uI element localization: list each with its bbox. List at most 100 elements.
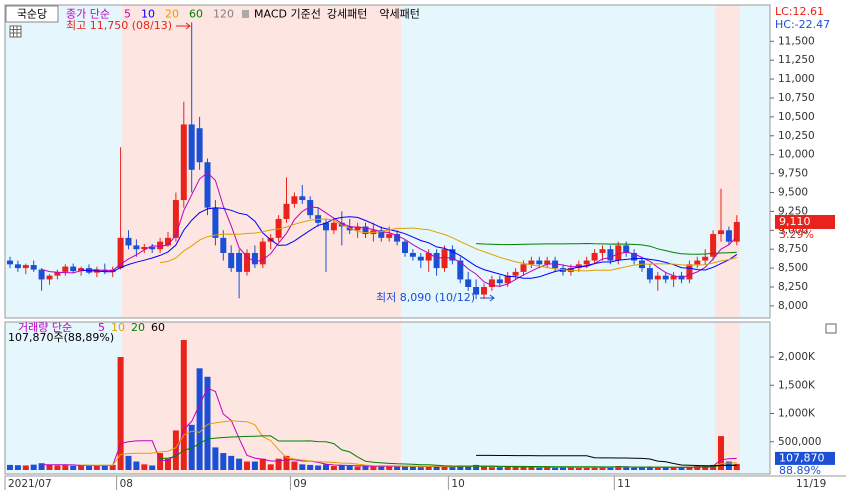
strong-region [122,5,401,318]
volume-bar [291,461,298,470]
candle-body [488,279,495,287]
volume-bar [330,466,337,470]
candle-body [441,249,448,269]
last-volume-box [775,451,835,465]
candle-body [14,264,21,269]
volume-bar [386,466,393,470]
volume-bar [259,458,266,470]
panel-close[interactable] [825,323,837,334]
volume-bar [307,464,314,470]
candle-body [544,260,551,265]
volume-bar [496,467,503,470]
candle-body [220,237,227,253]
date-label: 08 [120,478,133,490]
candle-body [733,221,740,242]
volume-bar [378,465,385,470]
strong-region [122,322,401,474]
ma-legend: 60 [189,8,203,21]
volume-bar [591,466,598,470]
candle-body [38,269,45,280]
volume-bar [267,464,274,470]
volume-info: 107,870주(88,89%) [8,331,114,344]
volume-bar [710,464,717,470]
candle-body [402,241,408,253]
last-volume: 107,870 [779,451,825,464]
high-annotation: 최고 11,750 (08/13) [66,19,172,32]
volume-bar [702,465,709,470]
volume-bar [70,465,77,470]
high-arrow [176,22,191,30]
candle-body [22,265,29,269]
volume-bar [346,466,353,470]
y-tick-label: 10,000 [778,149,815,161]
volume-bar [299,464,306,470]
volume-bar [520,466,527,470]
y-tick-label: 11,500 [778,35,815,47]
candle-body [117,237,124,269]
price-ma-line [41,172,738,287]
candle-body [7,260,13,265]
stock-name-box[interactable] [5,5,59,23]
grid-icon[interactable] [9,25,22,38]
volume-bar [599,467,606,470]
ma-legend: 5 [124,8,131,21]
candle-body [607,249,614,261]
volume-tick-label: 1,500K [778,379,816,391]
volume-bar [220,453,227,470]
volume-bar [370,466,377,470]
y-tick-label: 11,000 [778,73,815,85]
pattern-legend: MACD 기준선 [254,8,321,21]
strong-region [715,5,740,318]
volume-bar [54,465,61,470]
volume-bar [488,467,495,470]
candle-body [449,249,456,261]
volume-bar [117,357,124,470]
y-tick-label: 8,000 [778,300,808,312]
volume-bar [236,458,243,470]
volume-ma-legend: 5 [98,321,105,334]
weak-region [740,322,770,474]
volume-bar [101,465,108,470]
grid-icon-lines [10,26,21,37]
volume-bar [109,464,116,470]
low-arrow [480,294,495,302]
volume-bar [536,467,543,470]
volume-bar [62,465,69,470]
candle-body [473,287,480,295]
volume-bar [512,467,519,470]
candle-body [425,252,432,261]
candle-body [654,275,661,280]
volume-ma-line [476,454,737,467]
candle-body [552,260,559,269]
volume-bar [670,467,677,470]
candle-body [196,128,203,163]
candle-body [141,246,148,250]
change-pct: 3.29% [779,228,814,241]
volume-ratio: 88.89% [779,464,821,477]
date-label: 2021/07 [8,478,52,490]
candle-body [149,246,156,250]
price-ma-line [81,207,738,279]
volume-bar [654,467,661,470]
volume-bar [46,464,53,470]
price-ma-line [476,242,737,255]
volume-bar [338,465,345,470]
volume-bar [86,466,92,470]
candle-body [251,252,258,265]
volume-bar [623,467,630,470]
date-label: 10 [451,478,464,490]
volume-bar [394,466,401,470]
volume-bar [78,465,85,470]
candle-body [62,266,69,272]
last-price-box [775,214,835,229]
price-legend-title: 종가 단순 [66,8,110,21]
date-label: 09 [293,478,306,490]
legend-marker [242,10,249,18]
candle-body [710,234,717,257]
y-tick-label: 8,250 [778,281,808,293]
stock-name[interactable]: 국순당 [17,8,47,21]
ma-legend: 120 [213,8,234,21]
volume-bar [251,461,258,470]
last-price: 9,110 [779,215,811,228]
